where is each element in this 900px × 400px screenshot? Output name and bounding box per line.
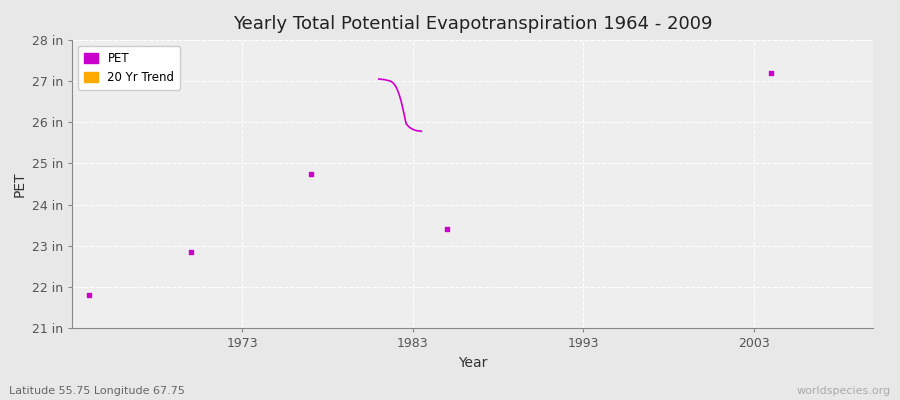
Point <box>303 170 318 177</box>
Title: Yearly Total Potential Evapotranspiration 1964 - 2009: Yearly Total Potential Evapotranspiratio… <box>233 15 712 33</box>
Text: worldspecies.org: worldspecies.org <box>796 386 891 396</box>
Point <box>440 226 454 232</box>
Point <box>763 70 778 76</box>
X-axis label: Year: Year <box>458 356 487 370</box>
Text: Latitude 55.75 Longitude 67.75: Latitude 55.75 Longitude 67.75 <box>9 386 184 396</box>
Legend: PET, 20 Yr Trend: PET, 20 Yr Trend <box>78 46 180 90</box>
Y-axis label: PET: PET <box>13 171 26 197</box>
Point <box>184 249 199 255</box>
Point <box>82 292 96 298</box>
